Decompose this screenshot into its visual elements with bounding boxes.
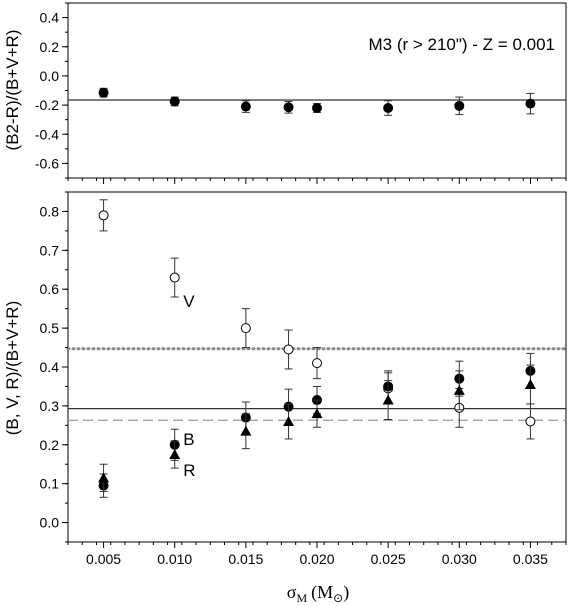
x-tick-label: 0.025	[371, 551, 406, 567]
x-axis-sun-symbol: ⊙	[333, 591, 343, 605]
data-point-filled-circle	[240, 101, 251, 112]
x-axis-close: )	[343, 582, 349, 603]
x-axis-unit: (M	[311, 582, 333, 603]
y-tick-label: -0.6	[35, 155, 59, 171]
data-point-filled-circle	[98, 87, 109, 98]
data-point-open-circle	[283, 344, 294, 355]
data-point-filled-circle	[169, 96, 180, 107]
data-point-filled-circle	[525, 98, 536, 109]
data-point-filled-triangle	[283, 415, 295, 426]
data-point-filled-circle	[454, 100, 465, 111]
top-y-axis-label: (B2-R)/(B+V+R)	[3, 30, 22, 151]
data-point-open-circle	[169, 272, 180, 283]
x-tick-label: 0.005	[86, 551, 121, 567]
x-tick-label: 0.030	[442, 551, 477, 567]
top-panel-frame	[67, 2, 567, 179]
y-tick-label: 0.8	[40, 203, 60, 219]
top-panel-annotation: M3 (r > 210") - Z = 0.001	[368, 35, 555, 54]
x-tick-label: 0.010	[157, 551, 192, 567]
data-point-filled-triangle	[524, 379, 536, 389]
y-tick-label: 0.3	[40, 398, 60, 414]
x-axis-sub: M	[296, 591, 307, 605]
y-tick-label: 0.2	[40, 437, 60, 453]
series-label-V: V	[183, 292, 195, 311]
x-tick-label: 0.035	[513, 551, 548, 567]
x-tick-label: 0.020	[299, 551, 334, 567]
data-point-filled-triangle	[240, 425, 252, 436]
y-tick-label: 0.4	[40, 359, 60, 375]
bottom-y-axis-label: (B, V, R)/(B+V+R)	[3, 301, 22, 435]
y-tick-label: 0.2	[40, 39, 60, 55]
data-point-open-circle	[525, 416, 536, 427]
top-panel: 0.4 0.2 0.0 -0.2 -0.4 -0.6 M3 (r > 210") - Z …	[3, 2, 567, 184]
y-tick-label: 0.1	[40, 476, 60, 492]
series-label-R: R	[183, 461, 195, 480]
y-tick-label: 0.0	[40, 68, 60, 84]
x-tick-label: 0.015	[228, 551, 263, 567]
data-point-open-circle	[240, 323, 251, 334]
data-point-open-circle	[312, 358, 322, 369]
y-tick-label: 0.7	[40, 242, 60, 258]
y-tick-label: 0.0	[40, 515, 60, 531]
data-point-filled-triangle	[169, 449, 181, 459]
data-point-filled-triangle	[311, 408, 323, 419]
data-point-filled-circle	[383, 103, 394, 113]
x-axis-sigma: σ	[287, 582, 297, 602]
data-point-filled-circle	[312, 103, 322, 113]
data-point-filled-triangle	[98, 472, 110, 483]
bottom-panel: 0.8 0.7 0.6 0.5 0.4 0.3 0.2 0.1 0.0 0.005 0.010 0.…	[3, 191, 568, 605]
data-point-filled-triangle	[382, 394, 394, 405]
x-axis-label: σM (M⊙)	[287, 582, 349, 605]
y-tick-label: -0.4	[35, 126, 59, 142]
y-tick-label: -0.2	[35, 97, 59, 113]
data-point-filled-circle	[283, 102, 294, 113]
y-tick-label: 0.5	[40, 320, 60, 336]
series-label-B: B	[183, 430, 194, 449]
y-tick-label: 0.6	[40, 281, 60, 297]
y-tick-label: 0.4	[40, 10, 60, 26]
data-point-filled-triangle	[453, 384, 465, 395]
data-point-open-circle	[98, 210, 109, 221]
